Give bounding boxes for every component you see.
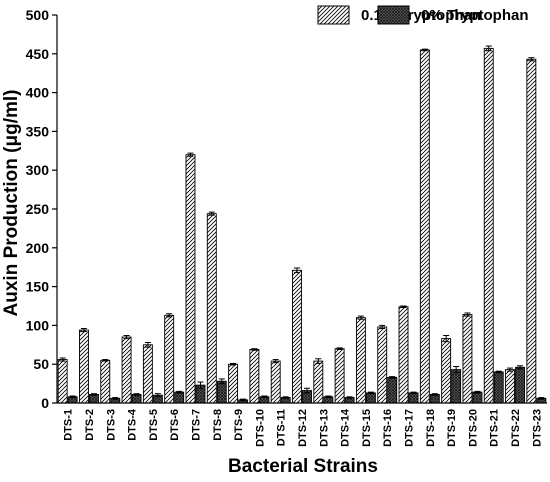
bar-tryptophan — [334, 348, 345, 404]
x-tick-label: DTS-7 — [190, 409, 202, 441]
y-tick-label: 300 — [26, 162, 50, 178]
bar-tryptophan — [164, 314, 175, 404]
bar-tryptophan — [100, 359, 111, 404]
bar-tryptophan — [228, 363, 239, 404]
bar-no-tryptophan — [131, 394, 142, 404]
x-tick-label: DTS-18 — [425, 409, 437, 447]
y-tick-label: 450 — [26, 46, 50, 62]
x-tick-label: DTS-15 — [361, 409, 373, 447]
bar-tryptophan — [313, 360, 324, 404]
bar-tryptophan — [419, 49, 430, 404]
bar-tryptophan — [441, 338, 452, 404]
bar-no-tryptophan — [365, 392, 376, 404]
x-tick-label: DTS-17 — [404, 409, 416, 447]
bar-tryptophan — [79, 329, 89, 404]
y-tick-label: 0 — [41, 395, 49, 411]
bar-no-tryptophan — [216, 380, 227, 404]
bar-no-tryptophan — [429, 394, 440, 404]
bar-no-tryptophan — [387, 376, 398, 404]
x-tick-label: DTS-8 — [212, 409, 224, 441]
y-tick-label: 100 — [26, 317, 50, 333]
y-tick-label: 150 — [26, 279, 50, 295]
x-tick-label: DTS-19 — [446, 409, 458, 447]
bar-no-tryptophan — [408, 392, 419, 404]
x-tick-label: DTS-16 — [382, 409, 394, 447]
x-tick-label: DTS-5 — [148, 409, 160, 441]
y-axis-title: Auxin Production (μg/ml) — [1, 90, 22, 317]
bar-tryptophan — [398, 306, 409, 404]
x-tick-label: DTS-21 — [489, 409, 501, 447]
y-tick-label: 200 — [26, 240, 50, 256]
x-tick-label: DTS-9 — [233, 409, 245, 441]
bar-no-tryptophan — [472, 391, 483, 404]
bar-tryptophan — [462, 314, 473, 404]
y-tick-label: 500 — [26, 7, 50, 23]
bar-tryptophan — [505, 369, 515, 404]
bar-no-tryptophan — [515, 366, 525, 404]
x-tick-label: DTS-1 — [63, 409, 75, 441]
x-tick-label: DTS-3 — [105, 409, 117, 441]
bar-tryptophan — [121, 336, 132, 404]
x-tick-label: DTS-10 — [254, 409, 266, 447]
bar-tryptophan — [377, 326, 388, 404]
x-tick-label: DTS-2 — [84, 409, 96, 441]
bar-tryptophan — [206, 213, 217, 404]
y-tick-label: 350 — [26, 123, 50, 139]
bar-no-tryptophan — [451, 369, 462, 404]
bar-no-tryptophan — [174, 391, 185, 404]
y-tick-label: 250 — [26, 201, 50, 217]
bar-tryptophan — [249, 349, 260, 404]
x-tick-label: DTS-6 — [169, 409, 181, 441]
bar-no-tryptophan — [89, 394, 99, 404]
bar-tryptophan — [270, 360, 281, 404]
x-tick-label: DTS-22 — [510, 409, 522, 447]
x-tick-labels: DTS-1 DTS-2 DTS-3 DTS-4 DTS-5 DTS-6 DTS-7 DTS-8… — [63, 408, 544, 447]
x-tick-label: DTS-13 — [318, 409, 330, 447]
legend-swatch-tryptophan — [317, 5, 350, 25]
legend-swatch-no-tryptophan — [377, 5, 410, 25]
y-tick-labels: 0 50 100 150 200 250 300 350 400 450 500 — [26, 7, 50, 411]
x-tick-label: DTS-14 — [340, 408, 352, 447]
y-tick-label: 50 — [33, 356, 49, 372]
x-axis-title: Bacterial Strains — [228, 456, 378, 477]
bar-no-tryptophan — [493, 371, 504, 404]
x-tick-label: DTS-4 — [127, 408, 139, 441]
x-tick-label: DTS-23 — [531, 409, 543, 447]
bar-tryptophan — [292, 269, 302, 404]
bar-tryptophan — [185, 154, 196, 404]
bar-tryptophan — [142, 344, 153, 404]
bar-tryptophan — [526, 58, 537, 404]
bar-tryptophan — [355, 317, 366, 404]
bars — [57, 45, 547, 404]
bar-tryptophan — [483, 47, 494, 404]
legend: 0.1% Tryptophan 0% Tryptophan — [317, 5, 529, 25]
y-tick-label: 400 — [26, 85, 50, 101]
legend-label-no-tryptophan: 0% Tryptophan — [421, 7, 529, 24]
y-tick-marks — [52, 14, 57, 404]
x-tick-label: DTS-12 — [297, 409, 309, 447]
bar-tryptophan — [57, 359, 68, 404]
x-tick-label: DTS-11 — [276, 409, 288, 446]
x-tick-label: DTS-20 — [467, 409, 479, 447]
